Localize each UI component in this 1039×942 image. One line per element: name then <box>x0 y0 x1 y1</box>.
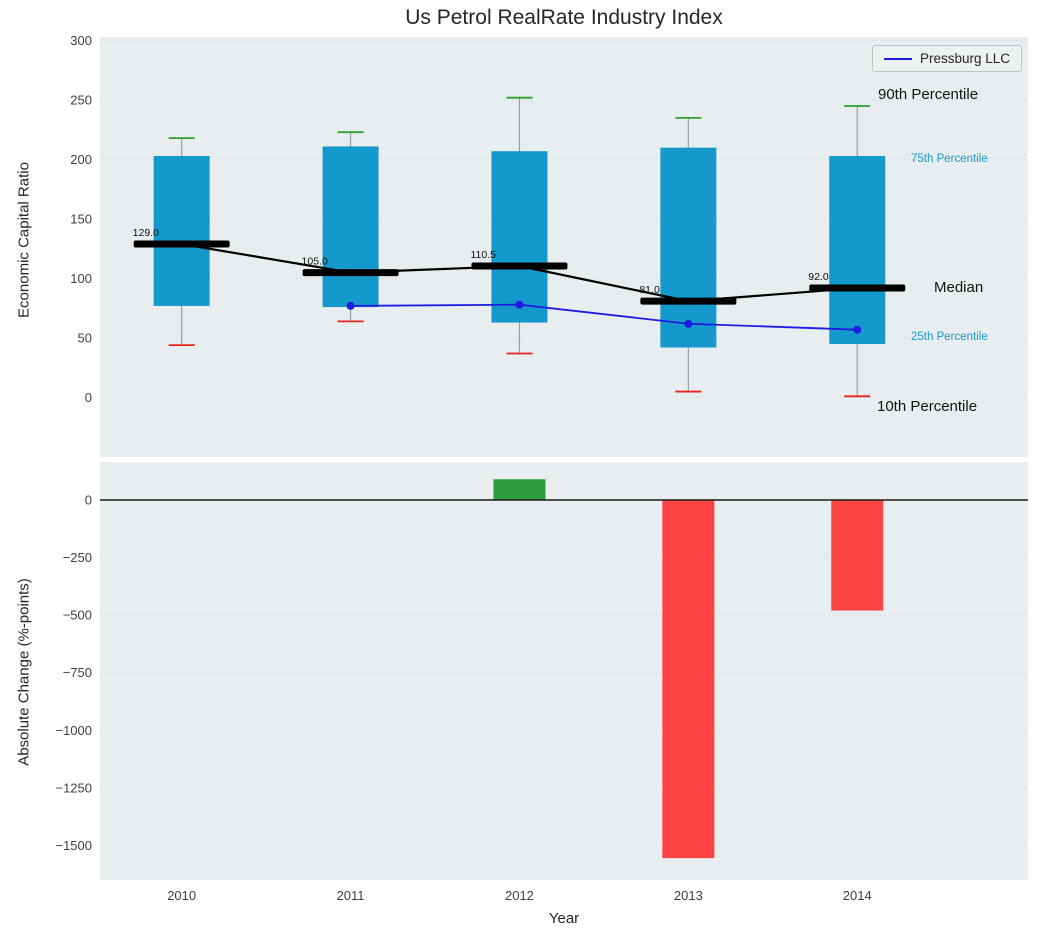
chart-title: Us Petrol RealRate Industry Index <box>405 6 723 29</box>
y-tick-top-150: 150 <box>70 212 92 227</box>
legend-label: Pressburg LLC <box>919 51 1010 66</box>
median-marker-2011 <box>302 269 399 277</box>
median-marker-2014 <box>809 284 906 292</box>
legend-line-sample <box>883 57 912 60</box>
change-bar-2012 <box>493 479 546 500</box>
y-tick-bottom--750: −750 <box>63 665 92 680</box>
pressburg-line <box>350 303 858 331</box>
median-value-2011: 105.0 <box>302 256 328 268</box>
y-tick-top-300: 300 <box>70 33 92 48</box>
iqr-box-2012 <box>491 151 548 323</box>
x-tick-2011: 2011 <box>337 888 365 903</box>
annotation-25th-percentile: 25th Percentile <box>911 331 988 343</box>
median-value-2014: 92.0 <box>808 271 829 283</box>
median-value-2012: 110.5 <box>470 249 496 261</box>
y-tick-top-100: 100 <box>70 271 92 286</box>
y-tick-bottom-0: 0 <box>85 493 92 508</box>
y-tick-top-0: 0 <box>85 390 92 405</box>
iqr-box-2010 <box>153 155 210 306</box>
bottom-panel-bg <box>100 462 1028 880</box>
x-axis-label: Year <box>548 910 580 927</box>
pressburg-point-2013 <box>684 319 693 328</box>
annotation-10th-percentile: 10th Percentile <box>877 398 978 415</box>
change-bar-2014 <box>831 500 884 611</box>
iqr-box-2014 <box>829 155 886 344</box>
pressburg-point-2012 <box>515 300 524 309</box>
annotation-median: Median <box>934 279 984 296</box>
annotation-75th-percentile: 75th Percentile <box>911 153 988 165</box>
median-marker-2010 <box>133 240 230 248</box>
y-tick-top-250: 250 <box>70 93 92 108</box>
y-tick-top-200: 200 <box>70 152 92 167</box>
median-value-2013: 81.0 <box>639 284 660 296</box>
median-marker-2013 <box>640 297 737 305</box>
x-tick-2010: 2010 <box>167 888 196 903</box>
iqr-box-2013 <box>660 147 717 348</box>
x-tick-2014: 2014 <box>843 888 872 903</box>
annotation-90th-percentile: 90th Percentile <box>878 86 979 103</box>
iqr-box-2011 <box>322 146 379 308</box>
y-tick-bottom--1000: −1000 <box>55 723 92 738</box>
x-tick-2012: 2012 <box>505 888 534 903</box>
y-tick-bottom--1250: −1250 <box>55 780 92 795</box>
y-tick-top-50: 50 <box>78 331 92 346</box>
change-bar-2013 <box>662 500 715 859</box>
y-tick-bottom--1500: −1500 <box>55 838 92 853</box>
y-tick-bottom--500: −500 <box>63 608 92 623</box>
legend: Pressburg LLC <box>871 45 1022 72</box>
median-value-2010: 129.0 <box>133 227 159 239</box>
x-tick-2013: 2013 <box>674 888 703 903</box>
y-tick-bottom--250: −250 <box>63 550 92 565</box>
median-marker-2012 <box>471 262 568 270</box>
pressburg-point-2011 <box>346 301 355 310</box>
pressburg-point-2014 <box>853 325 862 334</box>
